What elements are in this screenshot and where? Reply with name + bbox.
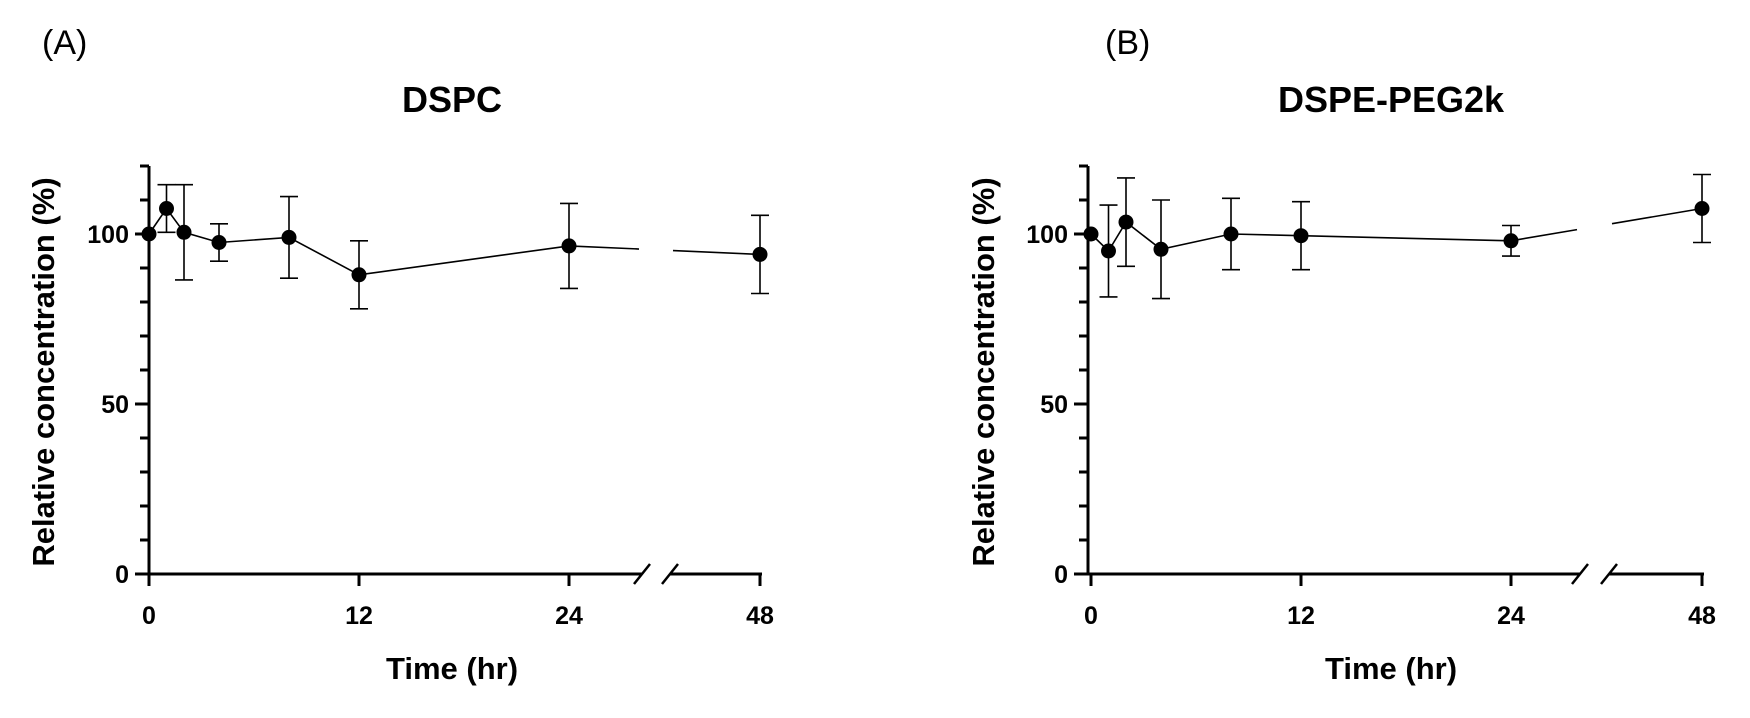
y-axis-label: Relative concentration (%)	[966, 177, 1001, 566]
x-tick-label: 0	[1084, 602, 1098, 630]
axis-break-mark	[661, 563, 679, 585]
data-point	[1101, 243, 1116, 259]
y-tick-label: 50	[101, 391, 129, 419]
panel-label: (A)	[42, 24, 87, 62]
data-point	[1694, 201, 1710, 216]
data-point	[141, 226, 157, 242]
chart-title: DSPE-PEG2k	[1278, 79, 1505, 120]
x-tick-label: 12	[345, 602, 373, 630]
data-point	[561, 238, 577, 254]
y-tick-label: 0	[1054, 561, 1068, 589]
series-line-break-right	[672, 249, 761, 256]
x-tick-label: 12	[1287, 602, 1315, 630]
data-point	[159, 201, 174, 216]
data-point	[1293, 228, 1309, 244]
data-point	[351, 267, 367, 283]
x-axis-label: Time (hr)	[386, 651, 518, 686]
series-line-break-right	[1611, 207, 1703, 225]
axis-break-mark	[1571, 563, 1589, 585]
data-point	[211, 235, 227, 250]
panel-a: (A) DSPC Relative concentration (%) Time…	[26, 24, 774, 686]
y-tick-label: 100	[87, 221, 129, 249]
series-line-break-left	[568, 245, 640, 250]
data-point	[1503, 233, 1519, 249]
panel-b: (B) DSPE-PEG2k Relative concentration (%…	[966, 24, 1716, 686]
x-tick-label: 0	[142, 602, 156, 630]
x-tick-label: 24	[1497, 602, 1525, 630]
data-point	[176, 224, 192, 240]
y-tick-label: 50	[1040, 391, 1068, 419]
panel-label: (B)	[1105, 24, 1150, 62]
data-point	[752, 246, 768, 262]
y-tick-label: 0	[115, 561, 129, 589]
y-axis-label: Relative concentration (%)	[26, 177, 61, 566]
y-tick-label: 100	[1026, 221, 1068, 249]
x-axis-label: Time (hr)	[1325, 651, 1457, 686]
x-tick-label: 48	[1688, 602, 1716, 630]
axis-break-mark	[1600, 563, 1618, 585]
data-point	[1153, 241, 1169, 257]
x-tick-label: 24	[555, 602, 583, 630]
data-point	[1223, 226, 1239, 242]
series-line-break-left	[1510, 228, 1578, 242]
data-point	[281, 229, 297, 245]
axis-break-mark	[633, 563, 651, 585]
data-point	[1083, 226, 1099, 242]
data-point	[1118, 214, 1134, 230]
x-tick-label: 48	[746, 602, 774, 630]
chart-title: DSPC	[402, 79, 502, 120]
